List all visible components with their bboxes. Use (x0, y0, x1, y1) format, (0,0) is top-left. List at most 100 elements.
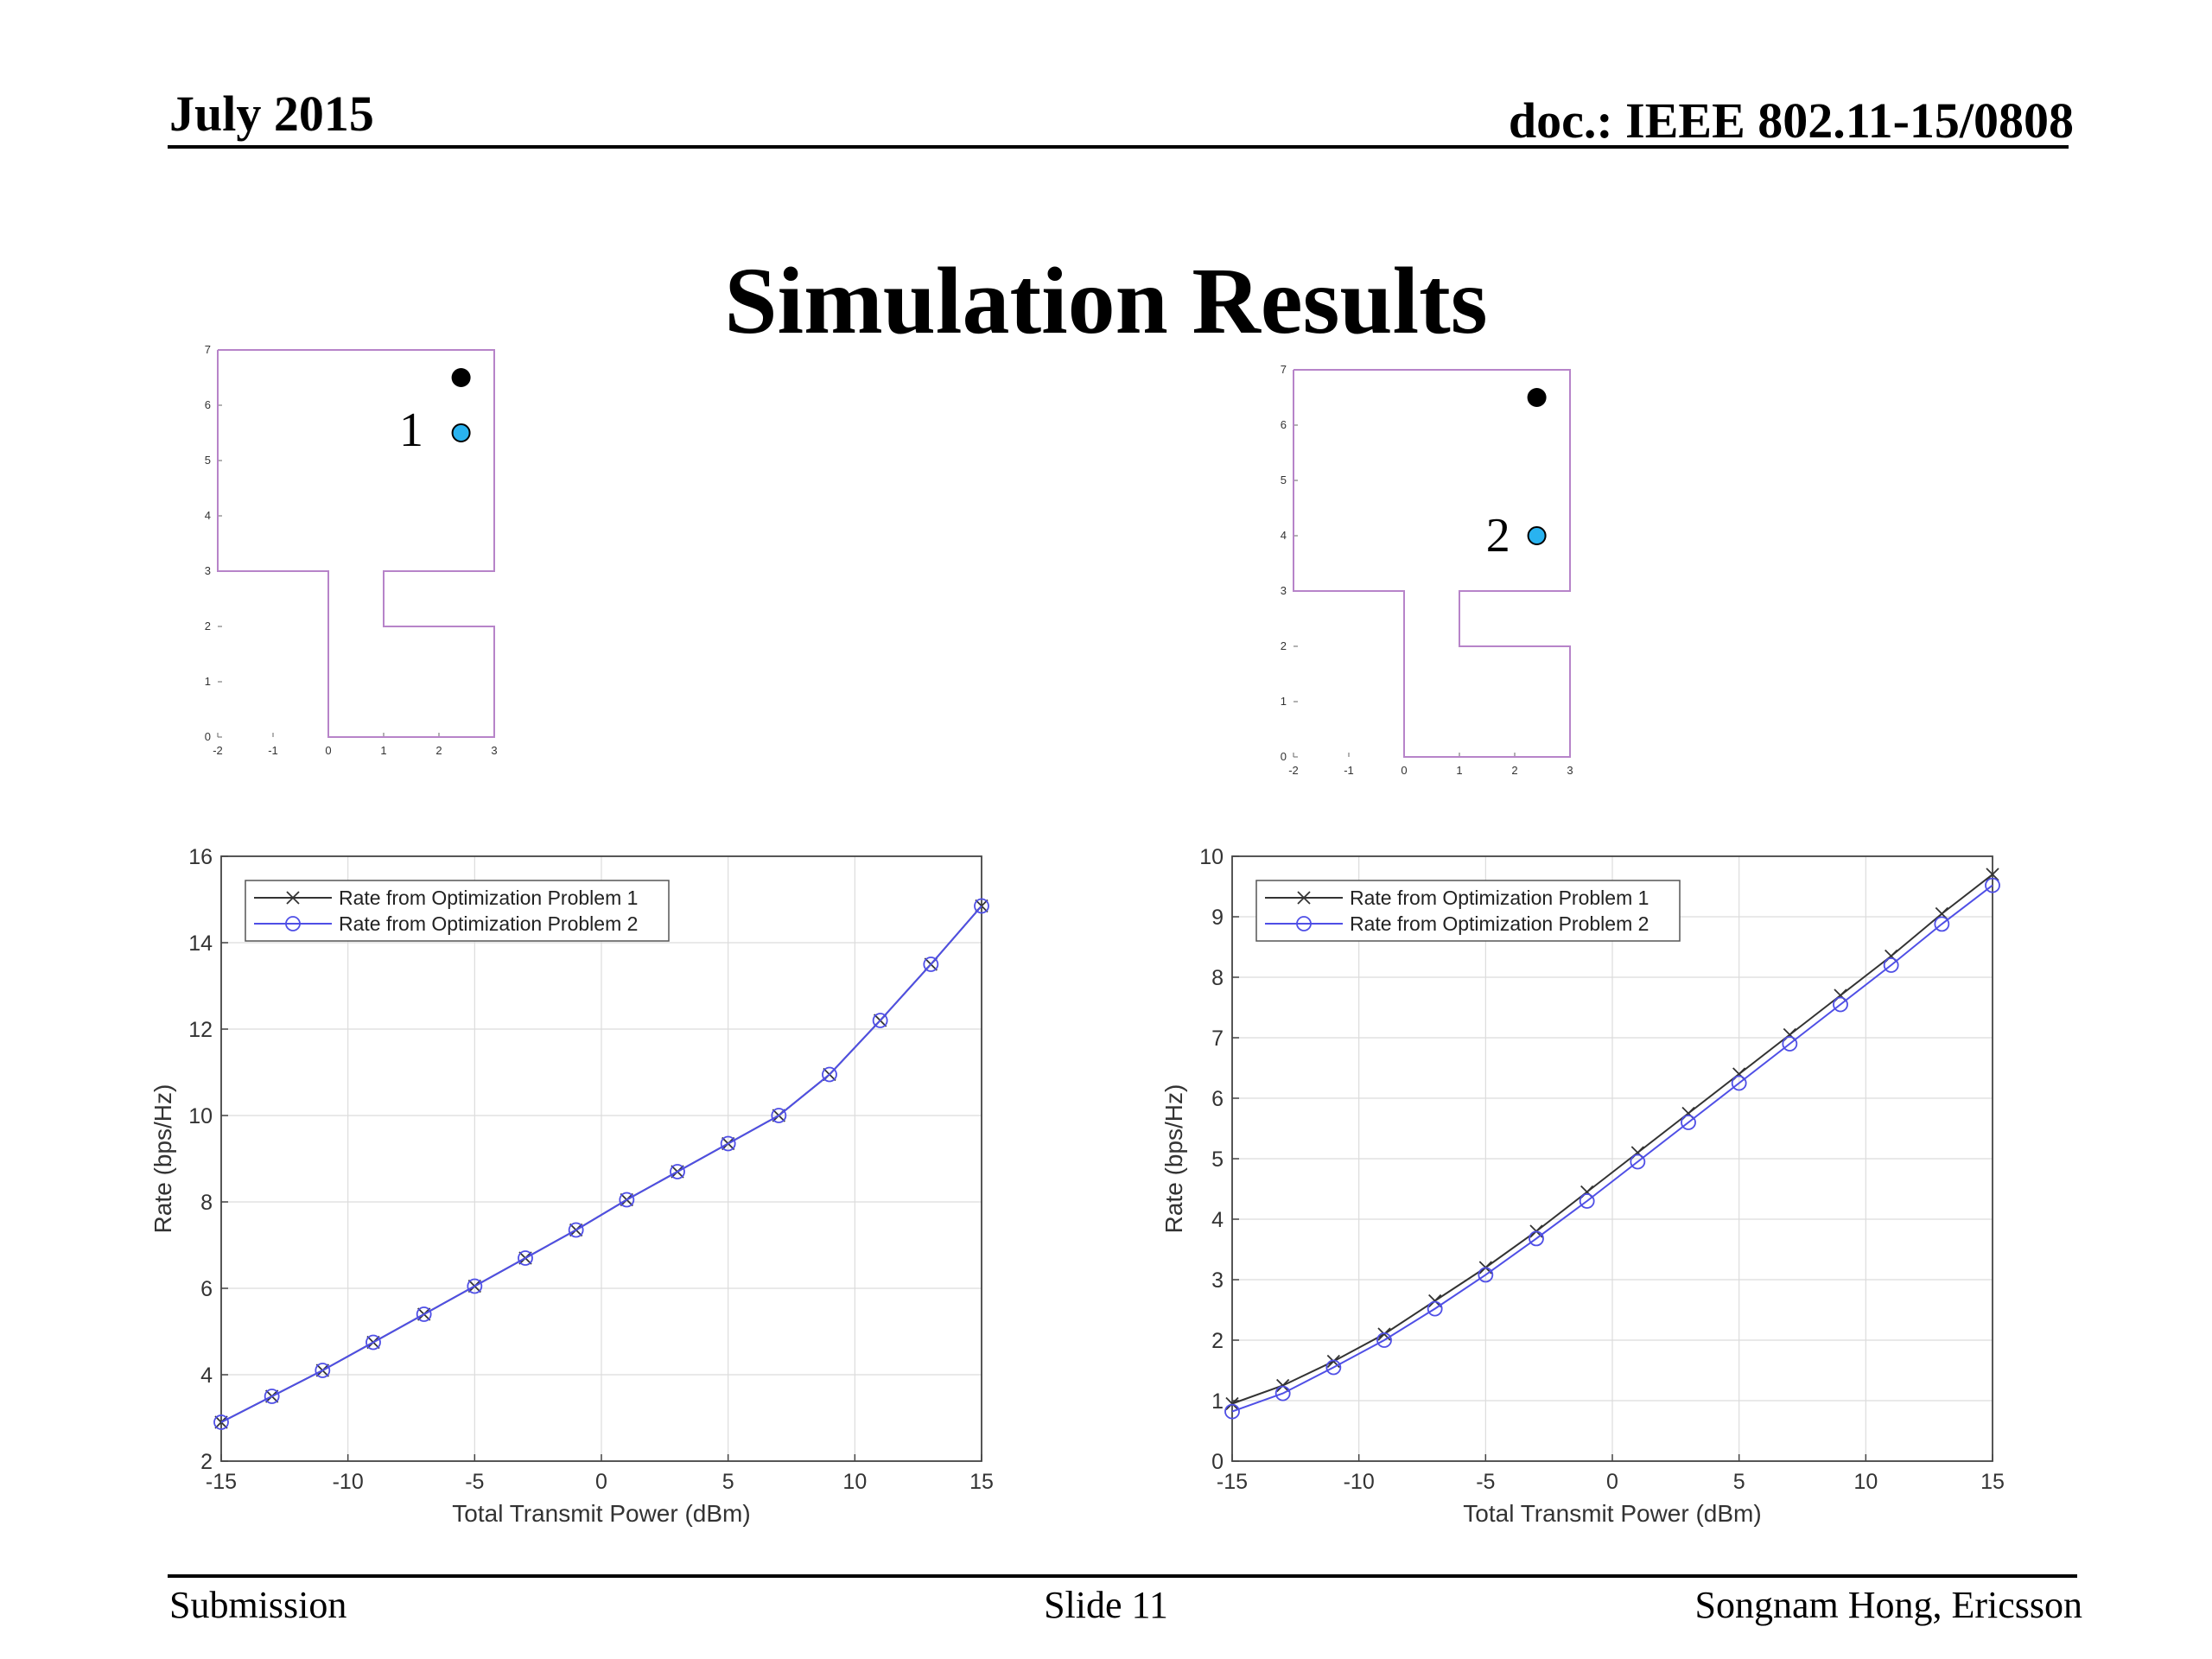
x-tick-label: -2 (1288, 764, 1299, 777)
y-tick-label: 0 (205, 730, 211, 743)
x-tick-label: 5 (1733, 1470, 1745, 1494)
y-tick-label: 2 (200, 1450, 213, 1474)
data-point-circle-marker (822, 1066, 837, 1083)
y-tick-label: 5 (205, 454, 211, 467)
data-point-circle-marker (264, 1389, 280, 1404)
rate-chart-1: -15 -10 -5 0 5 10 15 2 4 6 8 10 12 14 16 Total Transmit… (149, 845, 994, 1527)
y-tick-label: 8 (200, 1191, 213, 1215)
data-point-circle-marker (365, 1334, 381, 1351)
data-point-circle-marker (1376, 1332, 1392, 1348)
x-tick-label: 0 (1606, 1470, 1618, 1494)
axes-box (1231, 855, 1993, 1462)
y-tick-label: 6 (200, 1277, 213, 1301)
data-point-x-marker (1428, 1294, 1442, 1308)
y-tick-label: 2 (1281, 639, 1287, 652)
y-tick-label: 2 (205, 620, 211, 632)
data-point-circle-marker (568, 1222, 584, 1238)
x-tick-label: 2 (1511, 764, 1517, 777)
y-tick-label: 8 (1211, 966, 1224, 990)
marker-stroke (1428, 1294, 1442, 1308)
data-point-circle-marker (872, 1013, 888, 1028)
x-tick-label: 2 (435, 744, 442, 757)
y-tick-label: 2 (1211, 1329, 1224, 1353)
data-point-circle-marker (923, 957, 939, 972)
floorplan-2: -2 -1 0 1 2 3 0 1 2 3 4 5 6 7 2 (1281, 363, 1573, 777)
data-point-x-marker (1276, 1378, 1290, 1393)
y-tick-label: 5 (1281, 474, 1287, 486)
legend-circle-marker (285, 916, 301, 931)
data-point-circle-marker (1630, 1154, 1646, 1170)
station-dot (451, 423, 471, 442)
marker-stroke (1377, 1327, 1391, 1341)
legend-x-marker (1297, 891, 1311, 905)
data-point-circle-marker (720, 1135, 736, 1152)
y-tick-label: 9 (1211, 906, 1224, 930)
y-tick-label: 0 (1281, 750, 1287, 763)
data-point-circle-marker (1681, 1115, 1696, 1130)
data-point-circle-marker (1883, 957, 1899, 973)
y-tick-label: 12 (188, 1018, 213, 1042)
marker-stroke (1276, 1378, 1290, 1393)
y-tick-label: 7 (1211, 1027, 1224, 1051)
x-tick-label: 0 (325, 744, 331, 757)
footer-rule (168, 1574, 2077, 1578)
data-point-circle-marker (467, 1278, 483, 1294)
y-tick-label: 1 (205, 675, 211, 688)
y-tick-label: 7 (1281, 363, 1287, 376)
series-line-2 (1231, 884, 1993, 1413)
data-point-circle-marker (1325, 1359, 1342, 1376)
x-tick-label: -1 (1344, 764, 1354, 777)
data-point-circle-marker (416, 1306, 432, 1322)
x-tick-label: 0 (595, 1470, 607, 1494)
footer-author: Songnam Hong, Ericsson (1694, 1584, 2082, 1626)
footer-slide-number: Slide 11 (1044, 1584, 1168, 1626)
legend-entry-label: Rate from Optimization Problem 1 (339, 887, 638, 909)
data-point-circle-marker (1782, 1036, 1798, 1052)
data-point-circle-marker (213, 1414, 229, 1430)
y-tick-label: 6 (1281, 418, 1287, 431)
data-point-circle-marker (1224, 1403, 1240, 1420)
x-tick-label: 10 (842, 1470, 867, 1494)
data-point-circle-marker (670, 1164, 685, 1179)
data-point-x-marker (1225, 1396, 1239, 1411)
marker-stroke (1326, 1354, 1340, 1369)
x-tick-label: -10 (333, 1470, 364, 1494)
x-tick-label: 15 (1980, 1470, 2005, 1494)
data-point-circle-marker (518, 1250, 533, 1266)
data-point-circle-marker (315, 1363, 331, 1378)
marker-stroke (1225, 1396, 1239, 1411)
y-axis-label: Rate (bps/Hz) (1160, 1084, 1187, 1234)
x-tick-label: -2 (213, 744, 223, 757)
data-point-circle-marker (1833, 996, 1848, 1013)
floorplan-1: -2 -1 0 1 2 3 0 1 2 3 4 5 6 7 1 (205, 343, 498, 757)
y-tick-label: 6 (1211, 1087, 1224, 1111)
header-doc-id: doc.: IEEE 802.11-15/0808 (1508, 92, 2074, 149)
data-point-circle-marker (1427, 1300, 1443, 1317)
footer-submission: Submission (169, 1584, 347, 1626)
data-point-circle-marker (771, 1108, 787, 1123)
data-point-circle-marker (619, 1192, 635, 1208)
legend-entry-label: Rate from Optimization Problem 2 (339, 912, 638, 935)
x-tick-label: -15 (206, 1470, 237, 1494)
data-point-circle-marker (974, 898, 989, 914)
axes-box (220, 855, 982, 1462)
y-tick-label: 5 (1211, 1147, 1224, 1172)
station-position-label: 1 (399, 404, 423, 457)
room-outline (1293, 369, 1571, 758)
series-line-2 (220, 905, 982, 1423)
x-axis-label: Total Transmit Power (dBm) (1463, 1500, 1761, 1527)
data-point-x-marker (1986, 868, 1999, 881)
y-tick-label: 0 (1211, 1450, 1224, 1474)
data-point-circle-marker (1579, 1193, 1595, 1209)
x-tick-label: -5 (1476, 1470, 1495, 1494)
y-tick-label: 10 (188, 1104, 213, 1128)
legend-x-marker (286, 891, 300, 905)
y-tick-label: 4 (1281, 529, 1287, 542)
y-tick-label: 4 (1211, 1208, 1224, 1232)
legend-circle-marker (1296, 916, 1312, 931)
data-point-circle-marker (1274, 1385, 1291, 1402)
x-tick-label: 10 (1853, 1470, 1878, 1494)
legend-box (245, 880, 670, 942)
x-tick-label: -1 (268, 744, 278, 757)
x-tick-label: 15 (969, 1470, 994, 1494)
